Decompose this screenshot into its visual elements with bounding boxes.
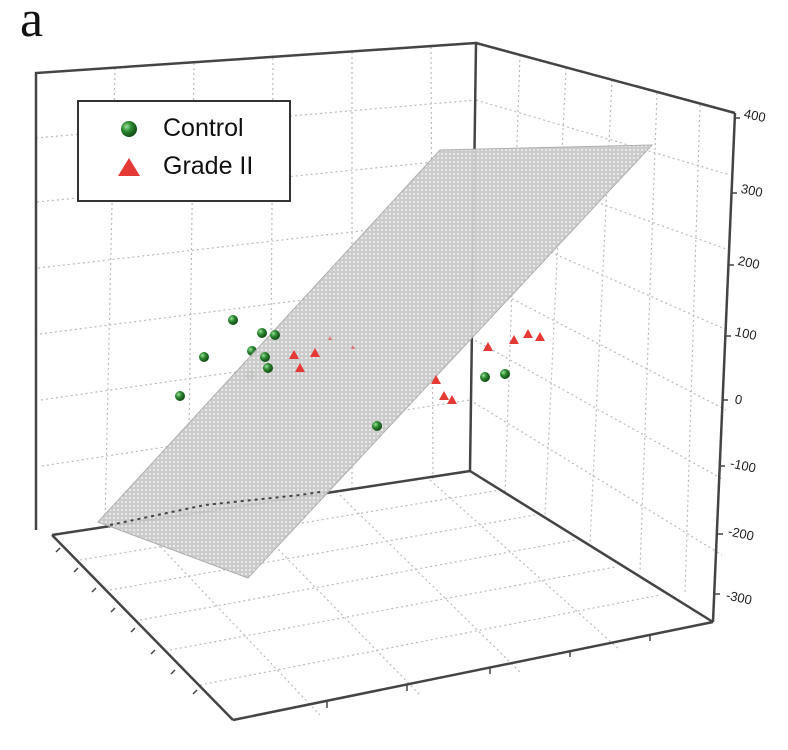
legend-item-grade-ii: Grade II <box>79 152 253 181</box>
legend-label: Control <box>163 114 244 142</box>
red-triangle-icon <box>109 157 149 177</box>
grade-ii-points <box>289 329 545 404</box>
fitted-plane <box>97 144 654 579</box>
legend: Control Grade II <box>77 100 291 202</box>
panel-label: a <box>20 0 44 48</box>
axis-ticks <box>55 117 740 708</box>
green-sphere-icon <box>109 120 149 138</box>
legend-item-control: Control <box>79 114 244 143</box>
axis-box <box>34 41 737 722</box>
control-points <box>260 330 510 431</box>
legend-label: Grade II <box>163 152 254 180</box>
